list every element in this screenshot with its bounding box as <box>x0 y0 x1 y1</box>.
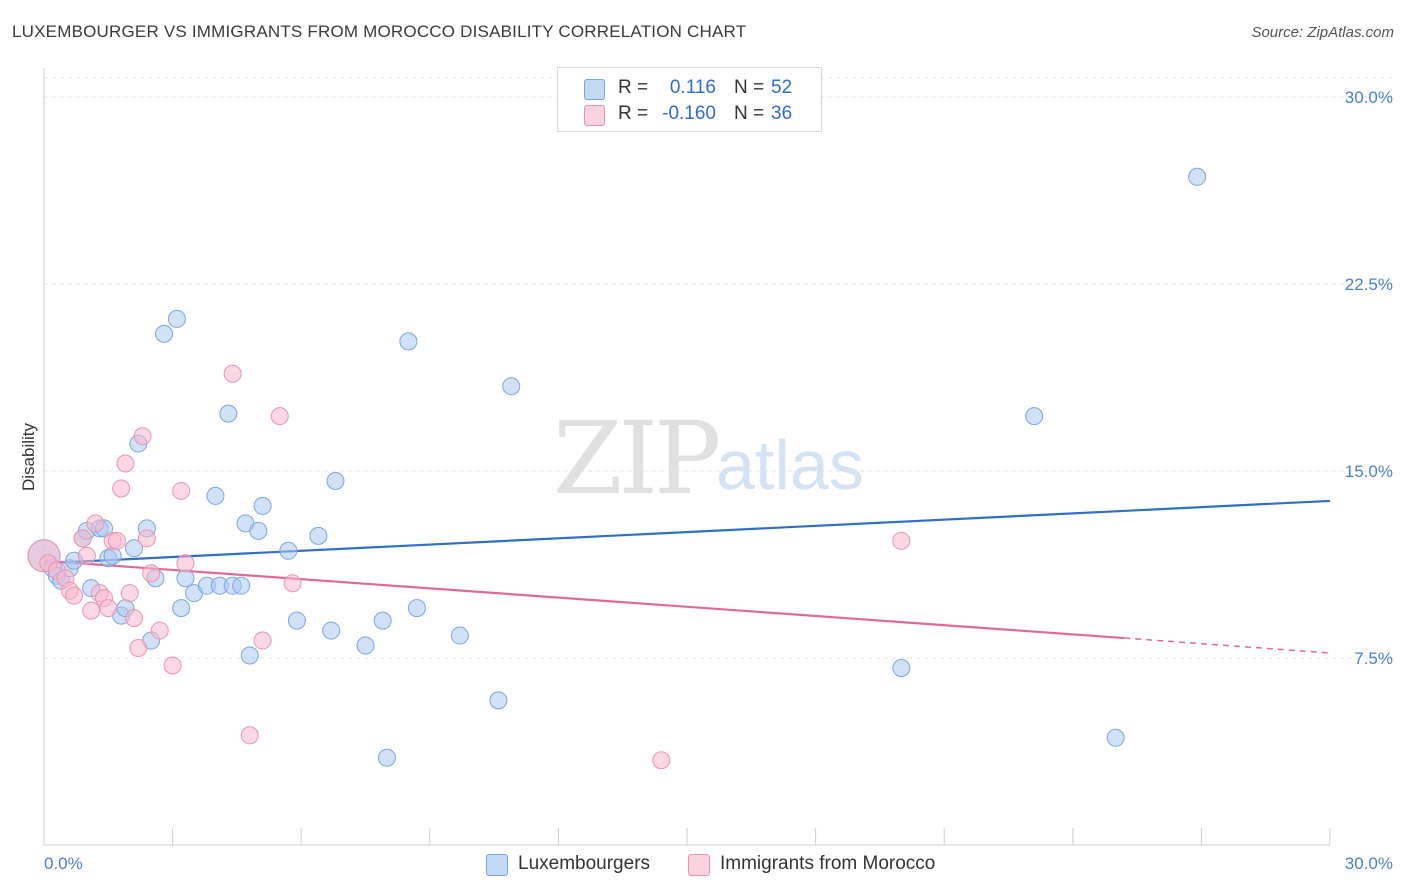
bottom-legend-swatch-blue <box>486 854 508 876</box>
point-morocco <box>65 586 84 605</box>
y-axis-label: Disability <box>19 422 38 491</box>
point-morocco <box>172 481 191 500</box>
point-luxembourger <box>326 471 345 490</box>
point-luxembourger <box>167 309 186 328</box>
legend-swatch-pink <box>584 105 605 126</box>
point-morocco <box>107 531 126 550</box>
point-morocco <box>283 574 302 593</box>
legend-n-label: N = <box>734 77 765 98</box>
point-luxembourger <box>172 599 191 618</box>
point-luxembourger <box>103 546 122 565</box>
legend-n-value: 52 <box>771 77 793 98</box>
point-morocco <box>112 479 131 498</box>
point-morocco <box>176 554 195 573</box>
y-tick-label: 22.5% <box>1345 275 1393 294</box>
legend-n-value: 36 <box>771 103 793 124</box>
point-luxembourger <box>219 404 238 423</box>
trend-line-morocco <box>43 559 1125 640</box>
point-luxembourger <box>249 521 268 540</box>
point-luxembourger <box>206 486 225 505</box>
point-morocco <box>133 427 152 446</box>
trend-line-luxembourgers <box>43 499 1331 565</box>
point-morocco <box>73 529 92 548</box>
point-luxembourger <box>287 611 306 630</box>
legend-r-label: R = <box>618 77 649 98</box>
x-tick-label: 0.0% <box>44 854 83 873</box>
point-morocco <box>120 584 139 603</box>
bottom-legend-label: Luxembourgers <box>518 853 651 874</box>
point-luxembourger <box>502 377 521 396</box>
axis-labels: 7.5% 15.0% 22.5% 30.0% 0.0% 30.0% Disability <box>19 88 1393 873</box>
point-luxembourger <box>399 332 418 351</box>
point-morocco <box>892 531 911 550</box>
point-morocco <box>99 599 118 618</box>
axes <box>43 68 1331 846</box>
point-luxembourger <box>377 748 396 767</box>
point-morocco <box>125 609 144 628</box>
bottom-legend-swatch-pink <box>688 854 710 876</box>
watermark-atlas: atlas <box>716 426 864 504</box>
point-luxembourger <box>125 539 144 558</box>
point-morocco <box>137 529 156 548</box>
point-morocco <box>253 631 272 650</box>
point-luxembourger <box>176 569 195 588</box>
point-luxembourger <box>489 691 508 710</box>
point-morocco <box>652 751 671 770</box>
point-luxembourger <box>356 636 375 655</box>
point-luxembourger <box>155 324 174 343</box>
point-morocco <box>150 621 169 640</box>
point-morocco <box>163 656 182 675</box>
point-luxembourger <box>322 621 341 640</box>
point-morocco <box>240 726 259 745</box>
point-luxembourger <box>1106 728 1125 747</box>
point-morocco <box>223 364 242 383</box>
point-luxembourger <box>253 496 272 515</box>
watermark-zip: ZIP <box>553 400 721 517</box>
legend-r-value: 0.116 <box>669 77 716 98</box>
point-luxembourger <box>450 626 469 645</box>
point-morocco <box>270 407 289 426</box>
legend-row-luxembourgers: R = 0.116 N = 52 <box>558 76 821 102</box>
point-morocco <box>142 564 161 583</box>
legend-swatch-blue <box>584 79 605 100</box>
point-luxembourger <box>1188 167 1207 186</box>
chart-title: LUXEMBOURGER VS IMMIGRANTS FROM MOROCCO … <box>12 22 747 41</box>
source-label: Source: ZipAtlas.com <box>1251 24 1394 41</box>
point-morocco <box>77 546 96 565</box>
point-luxembourger <box>309 526 328 545</box>
x-tick-label: 30.0% <box>1345 854 1393 873</box>
legend-n-label: N = <box>734 103 765 124</box>
bottom-legend-label: Immigrants from Morocco <box>720 853 936 874</box>
legend-r-label: R = <box>618 103 649 124</box>
y-tick-label: 30.0% <box>1345 88 1393 107</box>
grid-lines <box>44 77 1395 659</box>
point-luxembourger <box>279 541 298 560</box>
legend-row-morocco: R = -0.160 N = 36 <box>558 102 821 128</box>
point-luxembourger <box>892 658 911 677</box>
point-luxembourger <box>407 599 426 618</box>
y-tick-label: 15.0% <box>1345 462 1393 481</box>
point-luxembourger <box>1025 407 1044 426</box>
trend-line-morocco-extension <box>1124 637 1331 654</box>
point-luxembourger <box>373 611 392 630</box>
point-luxembourger <box>240 646 259 665</box>
point-morocco <box>82 601 101 620</box>
legend-r-value: -0.160 <box>662 103 716 124</box>
y-tick-label: 7.5% <box>1354 649 1393 668</box>
point-morocco <box>86 514 105 533</box>
correlation-legend: R = 0.116 N = 52 R = -0.160 N = 36 <box>557 67 822 132</box>
point-morocco <box>129 639 148 658</box>
point-morocco <box>116 454 135 473</box>
trend-lines <box>43 499 1331 654</box>
point-luxembourger <box>232 576 251 595</box>
data-points <box>27 167 1207 770</box>
